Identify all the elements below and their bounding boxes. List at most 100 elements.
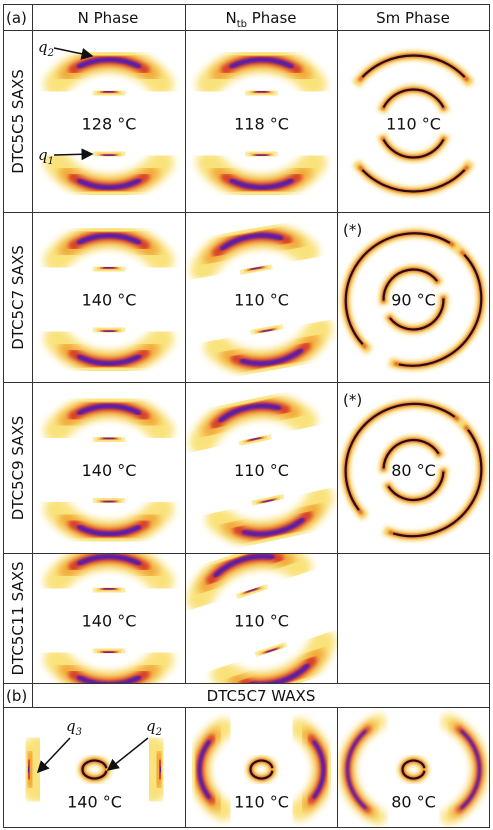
pattern-rot	[186, 554, 337, 683]
pattern-rot	[341, 228, 486, 371]
scatter-band	[218, 403, 282, 423]
q-label: q1	[38, 146, 54, 167]
arrow	[36, 737, 71, 774]
scatter-band	[265, 647, 277, 654]
panel-title: DTC5C7 WAXS	[207, 687, 316, 705]
pattern	[196, 46, 327, 201]
pattern-rot	[339, 714, 488, 825]
pattern	[43, 222, 175, 377]
ring-glow	[377, 85, 450, 114]
ring-core	[392, 429, 483, 538]
pattern-rot	[43, 222, 175, 377]
scatter-band	[460, 729, 481, 810]
scatter-band	[219, 232, 284, 251]
scatter-band	[246, 587, 258, 594]
q-sub: 3	[76, 727, 82, 738]
scatter-band	[241, 517, 305, 537]
column-header: Ntb Phase	[225, 9, 296, 30]
temperature: 140 °C	[82, 612, 137, 631]
ring-core	[344, 402, 456, 511]
column-header-sub: tb	[237, 19, 247, 30]
scatter-band	[76, 354, 142, 366]
ring-core	[249, 759, 274, 780]
ring-glow	[377, 133, 450, 162]
temperature: 110 °C	[234, 612, 289, 631]
arrow	[53, 148, 94, 161]
pattern	[43, 554, 175, 683]
row-label: DTC5C11 SAXS	[9, 561, 27, 675]
temperature: 110 °C	[234, 461, 289, 480]
pattern-rot	[341, 399, 486, 541]
patterns	[14, 46, 488, 825]
scatter-band	[229, 57, 294, 69]
temperature: 128 °C	[82, 115, 137, 134]
scatter-band	[250, 266, 262, 271]
note: (*)	[343, 221, 362, 239]
q-label: q3	[66, 717, 82, 738]
scatter-band	[249, 436, 261, 442]
temperature: 80 °C	[391, 461, 436, 480]
ring-core	[398, 253, 483, 367]
pattern	[190, 222, 333, 377]
pattern	[189, 392, 334, 548]
scatter-band	[76, 524, 142, 537]
pattern	[352, 51, 475, 196]
scatter-band	[213, 554, 275, 578]
pattern	[341, 228, 486, 371]
scatter-band	[76, 178, 142, 190]
scatter-band	[76, 554, 142, 566]
ring-core	[382, 438, 440, 469]
ring-core	[382, 138, 445, 159]
scatter-band	[239, 348, 304, 367]
pattern	[189, 718, 334, 821]
column-header-main: N	[225, 9, 236, 27]
scatter-band	[197, 740, 211, 799]
pattern-rot	[43, 554, 175, 683]
scatter-band	[248, 663, 310, 683]
column-header-rest: Phase	[247, 9, 297, 27]
row-label: DTC5C7 SAXS	[9, 245, 27, 350]
pattern-rot	[43, 393, 175, 547]
row-label: DTC5C5 SAXS	[9, 69, 27, 174]
temperature: 80 °C	[391, 793, 436, 812]
pattern	[14, 735, 175, 804]
scatter-band	[261, 328, 273, 333]
temperature: 90 °C	[391, 291, 436, 310]
scatter-band	[262, 498, 274, 504]
temperature: 110 °C	[386, 115, 441, 134]
temperature: 140 °C	[67, 793, 122, 812]
q-symbol: q	[66, 717, 76, 735]
pattern-rot	[14, 735, 175, 804]
row-label: DTC5C9 SAXS	[9, 416, 27, 521]
scatter-band	[312, 740, 326, 799]
q-label: q2	[38, 38, 54, 59]
labels: (a) N Phase Ntb Phase Sm Phase (b) DTC5C…	[6, 9, 450, 812]
scatter-band	[76, 403, 142, 416]
ring-core	[388, 298, 445, 331]
q-sub: 2	[47, 48, 54, 59]
pattern	[186, 554, 337, 683]
pattern-rot	[196, 46, 327, 201]
ring-core	[387, 471, 445, 502]
q-symbol: q	[38, 38, 48, 56]
panel-label: (b)	[6, 687, 27, 705]
pattern-rot	[43, 46, 175, 201]
ring-core	[382, 88, 445, 109]
panel-label: (a)	[6, 9, 27, 27]
pattern	[341, 399, 486, 541]
q-label: q2	[146, 717, 162, 738]
scatter-band	[76, 57, 142, 69]
column-header: N Phase	[78, 9, 139, 27]
q-sub: 2	[155, 727, 162, 738]
temperature: 118 °C	[234, 115, 289, 134]
scatter-band	[229, 178, 294, 190]
pattern-rot	[189, 718, 334, 821]
arrow	[53, 47, 94, 60]
ring-core	[361, 169, 466, 193]
pattern	[43, 46, 175, 201]
scatter-band	[76, 233, 142, 245]
scatter-band	[346, 729, 367, 810]
pattern	[339, 714, 488, 825]
ring-core	[401, 759, 426, 780]
